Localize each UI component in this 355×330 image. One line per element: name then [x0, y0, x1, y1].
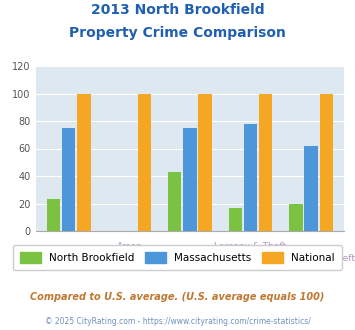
Bar — [47, 199, 60, 231]
Bar — [168, 172, 181, 231]
Text: Larceny & Theft: Larceny & Theft — [214, 242, 286, 251]
Legend: North Brookfield, Massachusetts, National: North Brookfield, Massachusetts, Nationa… — [13, 245, 342, 270]
Text: Burglary: Burglary — [171, 254, 209, 263]
Bar — [289, 204, 302, 231]
Text: Motor Vehicle Theft: Motor Vehicle Theft — [267, 254, 355, 263]
Bar — [244, 124, 257, 231]
Text: Property Crime Comparison: Property Crime Comparison — [69, 26, 286, 40]
Bar — [259, 93, 272, 231]
Bar — [304, 146, 318, 231]
Bar — [62, 128, 76, 231]
Bar — [183, 128, 197, 231]
Bar — [77, 93, 91, 231]
Bar — [229, 208, 242, 231]
Bar — [198, 93, 212, 231]
Bar — [320, 93, 333, 231]
Bar — [138, 93, 151, 231]
Text: Arson: Arson — [116, 242, 142, 251]
Text: All Property Crime: All Property Crime — [28, 254, 110, 263]
Text: Compared to U.S. average. (U.S. average equals 100): Compared to U.S. average. (U.S. average … — [30, 292, 325, 302]
Text: © 2025 CityRating.com - https://www.cityrating.com/crime-statistics/: © 2025 CityRating.com - https://www.city… — [45, 317, 310, 326]
Text: 2013 North Brookfield: 2013 North Brookfield — [91, 3, 264, 17]
